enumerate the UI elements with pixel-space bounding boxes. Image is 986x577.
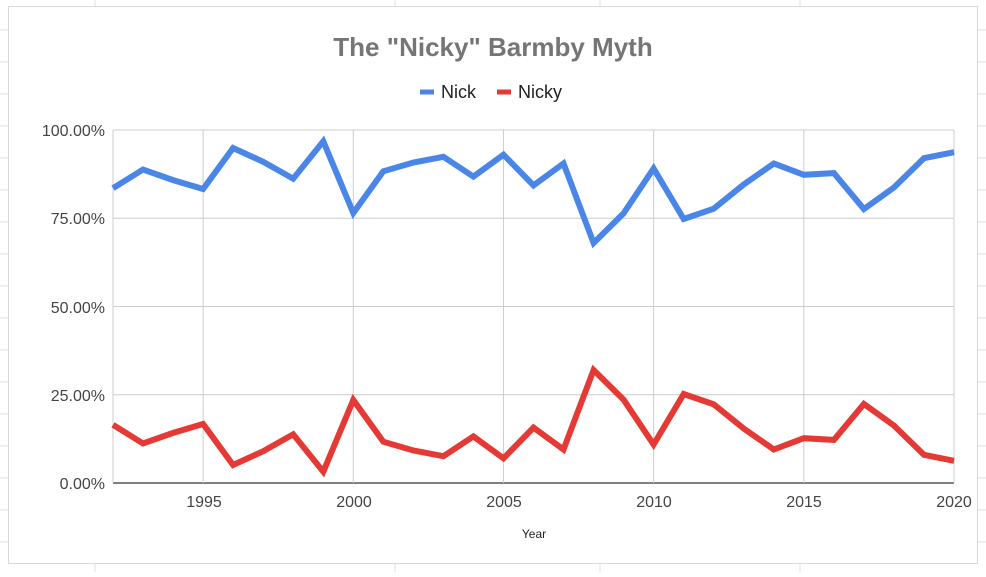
x-tick-label: 2010 [636, 494, 672, 511]
x-tick-label: 2020 [936, 494, 972, 511]
y-tick-label: 100.00% [42, 123, 105, 140]
x-tick-label: 2015 [786, 494, 822, 511]
y-tick-label: 0.00% [60, 476, 105, 493]
x-tick-label: 1995 [186, 494, 222, 511]
x-tick-label: 2000 [336, 494, 372, 511]
y-tick-label: 25.00% [51, 388, 105, 405]
x-tick-label: 2005 [486, 494, 522, 511]
chart-container[interactable]: The "Nicky" Barmby Myth Nick Nicky 0.00%… [8, 6, 978, 564]
legend[interactable]: Nick Nicky [420, 82, 562, 102]
legend-label-nick: Nick [441, 82, 477, 102]
series-line-nick [111, 135, 955, 249]
y-axis-tick-labels: 0.00% 25.00% 50.00% 75.00% 100.00% [42, 123, 105, 493]
x-axis-title: Year [522, 527, 546, 541]
series-line-nicky [111, 364, 955, 478]
y-tick-label: 50.00% [51, 300, 105, 317]
line-chart: The "Nicky" Barmby Myth Nick Nicky 0.00%… [42, 32, 972, 541]
y-tick-label: 75.00% [51, 211, 105, 228]
chart-title: The "Nicky" Barmby Myth [333, 32, 652, 62]
series-lines [111, 135, 955, 478]
legend-label-nicky: Nicky [518, 82, 562, 102]
x-axis-tick-labels: 1995 2000 2005 2010 2015 2020 [186, 494, 972, 511]
